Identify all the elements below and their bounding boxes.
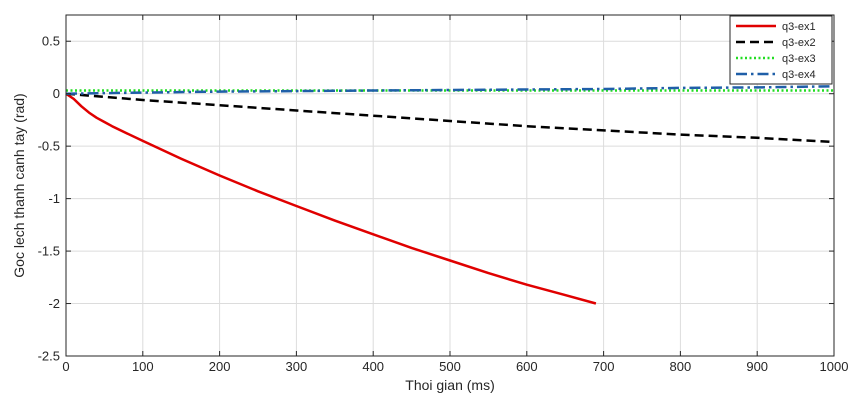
x-tick-label: 700 (593, 359, 615, 374)
axis-ticks: 0 100 200 300 400 500 600 700 800 900 1000 -2.5 -2 -1… (38, 15, 849, 374)
grid (65, 15, 835, 357)
series-line-q3-ex2 (65, 92, 835, 144)
legend-label: q3-ex3 (782, 53, 816, 65)
x-tick-label: 300 (286, 359, 308, 374)
x-tick-label: 900 (746, 359, 768, 374)
y-tick-label: 0 (53, 86, 60, 101)
y-tick-label: -1 (48, 191, 60, 206)
legend-label: q3-ex1 (782, 21, 816, 33)
legend-label: q3-ex2 (782, 37, 816, 49)
legend: q3-ex1 q3-ex2 q3-ex3 q3-ex4 (729, 15, 833, 85)
x-tick-label: 200 (209, 359, 231, 374)
x-axis-label: Thoi gian (ms) (405, 377, 494, 393)
series-line-q3-ex1 (65, 92, 597, 305)
x-tick-label: 100 (132, 359, 154, 374)
x-tick-label: 1000 (820, 359, 849, 374)
y-tick-label: -0.5 (38, 139, 60, 154)
x-tick-label: 0 (62, 359, 69, 374)
x-tick-label: 400 (362, 359, 384, 374)
series-line-q3-ex4 (65, 85, 835, 95)
series-lines (65, 85, 835, 305)
x-tick-label: 500 (439, 359, 461, 374)
x-tick-label: 800 (670, 359, 692, 374)
y-axis-label: Goc lech thanh canh tay (rad) (11, 93, 27, 277)
legend-box (729, 15, 833, 85)
y-tick-label: -2 (48, 296, 60, 311)
x-tick-label: 600 (516, 359, 538, 374)
y-tick-label: 0.5 (42, 34, 60, 49)
y-tick-label: -2.5 (38, 349, 60, 364)
y-tick-label: -1.5 (38, 244, 60, 259)
legend-label: q3-ex4 (782, 69, 816, 81)
